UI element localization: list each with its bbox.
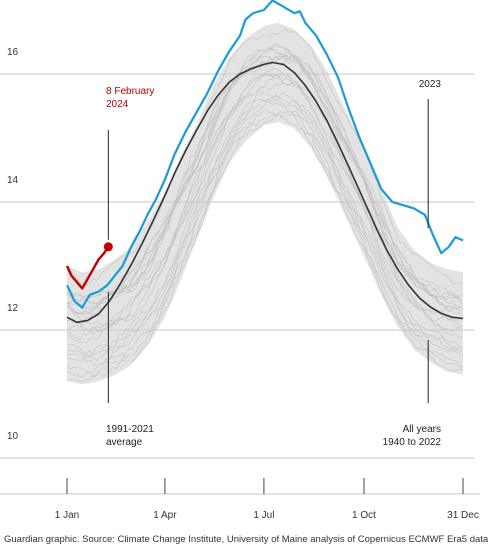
source-note: Guardian graphic. Source: Climate Change… bbox=[4, 534, 488, 545]
series-lines bbox=[65, 0, 464, 324]
year-line bbox=[66, 73, 462, 332]
year-line bbox=[66, 113, 462, 383]
annotation-all-years-line2: 1940 to 2022 bbox=[383, 437, 442, 448]
year-line bbox=[66, 92, 463, 363]
y-tick-label: 16 bbox=[7, 47, 19, 58]
y-axis: 10 12 14 16 bbox=[7, 47, 19, 442]
x-tick-label: 31 Dec bbox=[447, 510, 479, 521]
year-line bbox=[66, 109, 463, 378]
annotation-all-years-line1: All years bbox=[403, 424, 441, 435]
year-line bbox=[66, 82, 463, 344]
year-line bbox=[66, 92, 463, 355]
y-tick-label: 10 bbox=[7, 431, 19, 442]
annotation-2023: 2023 bbox=[419, 79, 442, 90]
annotation-8-feb-2024-line2: 2024 bbox=[106, 99, 129, 110]
x-tick-label: 1 Jul bbox=[253, 510, 274, 521]
x-axis: 1 Jan 1 Apr 1 Jul 1 Oct 31 Dec bbox=[0, 478, 480, 521]
year-line bbox=[66, 110, 462, 378]
year-line bbox=[66, 49, 463, 305]
annotation-8-feb-2024-line1: 8 February bbox=[106, 86, 154, 97]
y-tick-label: 12 bbox=[7, 303, 19, 314]
series-line-2024 bbox=[65, 246, 110, 290]
chart: 8 February 2024 2023 1991-2021 average All ye… bbox=[0, 0, 480, 521]
annotation-average-line1: 1991-2021 bbox=[106, 424, 154, 435]
year-line bbox=[66, 51, 463, 315]
year-line bbox=[66, 98, 462, 362]
series-line-1991-2021-average bbox=[66, 61, 464, 324]
y-tick-label: 14 bbox=[7, 175, 19, 186]
year-line bbox=[66, 99, 463, 366]
year-line bbox=[67, 42, 462, 305]
series-line-2023 bbox=[66, 0, 464, 309]
annotations: 8 February 2024 2023 1991-2021 average All ye… bbox=[106, 79, 441, 448]
x-tick-label: 1 Jan bbox=[55, 510, 79, 521]
latest-point-dot bbox=[103, 242, 113, 252]
annotation-average-line2: average bbox=[106, 437, 143, 448]
year-line bbox=[66, 73, 462, 340]
x-tick-label: 1 Apr bbox=[153, 510, 177, 521]
year-line bbox=[66, 28, 462, 286]
x-tick-label: 1 Oct bbox=[352, 510, 376, 521]
